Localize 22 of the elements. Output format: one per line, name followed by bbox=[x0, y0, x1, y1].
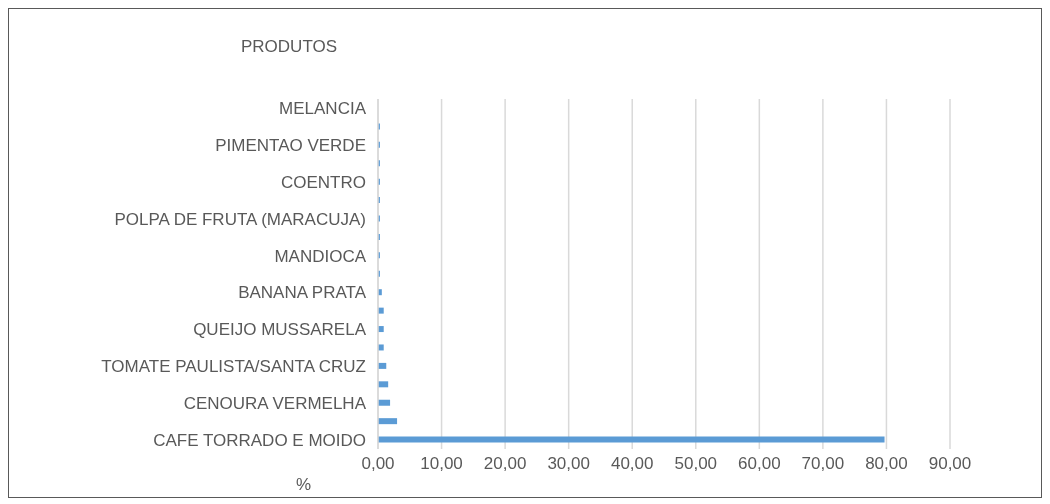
y-tick-label: PIMENTAO VERDE bbox=[215, 136, 366, 156]
y-tick-label: TOMATE PAULISTA/SANTA CRUZ bbox=[101, 357, 366, 377]
y-tick-label: CENOURA VERMELHA bbox=[183, 393, 367, 413]
x-tick-label: 70,00 bbox=[801, 454, 845, 474]
y-tick-label: QUEIJO MUSSARELA bbox=[193, 320, 367, 340]
x-tick-label: 40,00 bbox=[610, 454, 654, 474]
y-tick-label: MANDIOCA bbox=[274, 246, 367, 266]
x-tick-label: 10,00 bbox=[420, 454, 463, 474]
x-tick-label: 50,00 bbox=[674, 454, 718, 474]
x-tick-label: 30,00 bbox=[547, 454, 590, 474]
x-tick-label: 90,00 bbox=[928, 454, 972, 474]
x-axis-title: % bbox=[296, 475, 312, 495]
x-tick-label: 20,00 bbox=[483, 454, 527, 474]
y-axis-title: PRODUTOS bbox=[241, 37, 338, 57]
x-tick-label: 80,00 bbox=[865, 454, 908, 474]
y-tick-label: CAFE TORRADO E MOIDO bbox=[153, 430, 366, 450]
y-tick-label: COENTRO bbox=[281, 172, 366, 192]
x-tick-label: 0,00 bbox=[361, 454, 395, 474]
y-tick-label: MELANCIA bbox=[279, 99, 367, 119]
x-tick-label: 60,00 bbox=[738, 454, 781, 474]
y-tick-label: POLPA DE FRUTA (MARACUJA) bbox=[114, 209, 366, 229]
y-tick-label: BANANA PRATA bbox=[238, 283, 367, 303]
